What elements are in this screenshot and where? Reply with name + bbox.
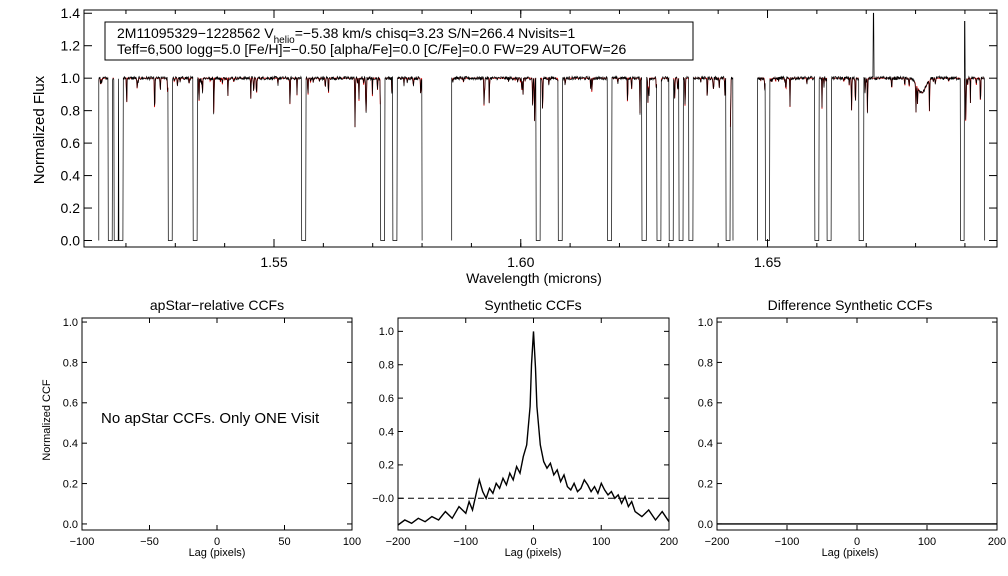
info-line-1-suffix: =−5.38 km/s chisq=3.23 S/N=266.4 Nvisits…	[295, 25, 576, 41]
x-tick-label: 100	[592, 536, 610, 548]
difference-x-label: Lag (pixels)	[822, 547, 879, 559]
info-line-1-subscript: helio	[274, 35, 296, 46]
y-tick-label: 0.2	[698, 478, 713, 490]
spectrum-y-label: Normalized Flux	[31, 75, 48, 184]
spectrum-panel: 2M11095329−1228562 Vhelio=−5.38 km/s chi…	[31, 5, 998, 286]
x-tick-label: 1.60	[507, 254, 534, 270]
y-tick-label: 0.2	[379, 460, 394, 472]
observed-spectrum-line	[98, 12, 986, 241]
info-line-2: Teff=6,500 logg=5.0 [Fe/H]=−0.50 [alpha/…	[117, 41, 626, 57]
synthetic-ccf-panel: Synthetic CCFs Lag (pixels) −200 −100 0 100…	[372, 297, 678, 559]
x-tick-label: 1.65	[754, 254, 781, 270]
y-tick-label: 0.0	[61, 232, 81, 248]
difference-frame	[716, 317, 998, 531]
y-tick-label: 0.0	[63, 519, 78, 531]
y-tick-label: 0.8	[379, 360, 394, 372]
difference-title: Difference Synthetic CCFs	[768, 297, 933, 313]
x-tick-label: 200	[660, 536, 678, 548]
x-tick-label: 0	[854, 536, 860, 548]
apstar-y-label: Normalized CCF	[41, 379, 53, 461]
y-tick-label: 0.8	[61, 103, 81, 119]
y-tick-label: 0.6	[698, 398, 713, 410]
y-tick-label: 1.0	[61, 70, 81, 86]
apstar-ccf-panel: apStar−relative CCFs No apStar CCFs. Onl…	[41, 297, 361, 559]
spectrum-frame	[83, 9, 998, 248]
synthetic-x-label: Lag (pixels)	[505, 547, 562, 559]
x-tick-label: 1.55	[260, 254, 287, 270]
info-line-1: 2M11095329−1228562 Vhelio=−5.38 km/s chi…	[117, 25, 576, 46]
spectrum-x-label: Wavelength (microns)	[466, 270, 602, 286]
x-tick-label: 200	[988, 536, 1006, 548]
y-tick-label: 0.8	[63, 357, 78, 369]
y-tick-label: 0.4	[61, 167, 81, 183]
x-tick-label: −200	[705, 536, 730, 548]
x-tick-label: −50	[140, 536, 159, 548]
apstar-title: apStar−relative CCFs	[150, 297, 284, 313]
y-tick-label: 1.2	[61, 38, 81, 54]
x-tick-label: −100	[453, 536, 478, 548]
synthetic-title: Synthetic CCFs	[484, 297, 581, 313]
difference-ccf-panel: Difference Synthetic CCFs Lag (pixels) −…	[698, 297, 1006, 559]
apstar-x-label: Lag (pixels)	[189, 547, 246, 559]
y-tick-label: 1.0	[379, 326, 394, 338]
x-tick-label: −200	[386, 536, 411, 548]
info-line-1-prefix: 2M11095329−1228562 V	[117, 25, 274, 41]
x-tick-label: −100	[775, 536, 800, 548]
y-tick-label: 0.8	[698, 357, 713, 369]
y-tick-label: 0.4	[379, 426, 394, 438]
info-box	[104, 21, 694, 61]
x-tick-label: 100	[343, 536, 361, 548]
y-tick-label: 0.6	[63, 398, 78, 410]
x-tick-label: −100	[70, 536, 95, 548]
y-tick-label: 0.4	[698, 438, 713, 450]
y-tick-label: 0.6	[61, 135, 81, 151]
y-tick-label: −0.0	[372, 493, 394, 505]
x-tick-label: 0	[530, 536, 536, 548]
apstar-message: No apStar CCFs. Only ONE Visit	[101, 410, 320, 427]
y-tick-label: 0.6	[379, 393, 394, 405]
y-tick-label: 1.4	[61, 5, 81, 21]
y-tick-label: 0.4	[63, 438, 78, 450]
x-tick-label: 0	[214, 536, 220, 548]
y-tick-label: 1.0	[698, 317, 713, 329]
x-tick-label: 50	[278, 536, 290, 548]
y-tick-label: 1.0	[63, 317, 78, 329]
x-tick-label: 100	[918, 536, 936, 548]
synthetic-ccf-line	[397, 331, 670, 526]
y-tick-label: 0.2	[63, 478, 78, 490]
y-tick-label: 0.0	[698, 519, 713, 531]
y-tick-label: 0.2	[61, 200, 81, 216]
